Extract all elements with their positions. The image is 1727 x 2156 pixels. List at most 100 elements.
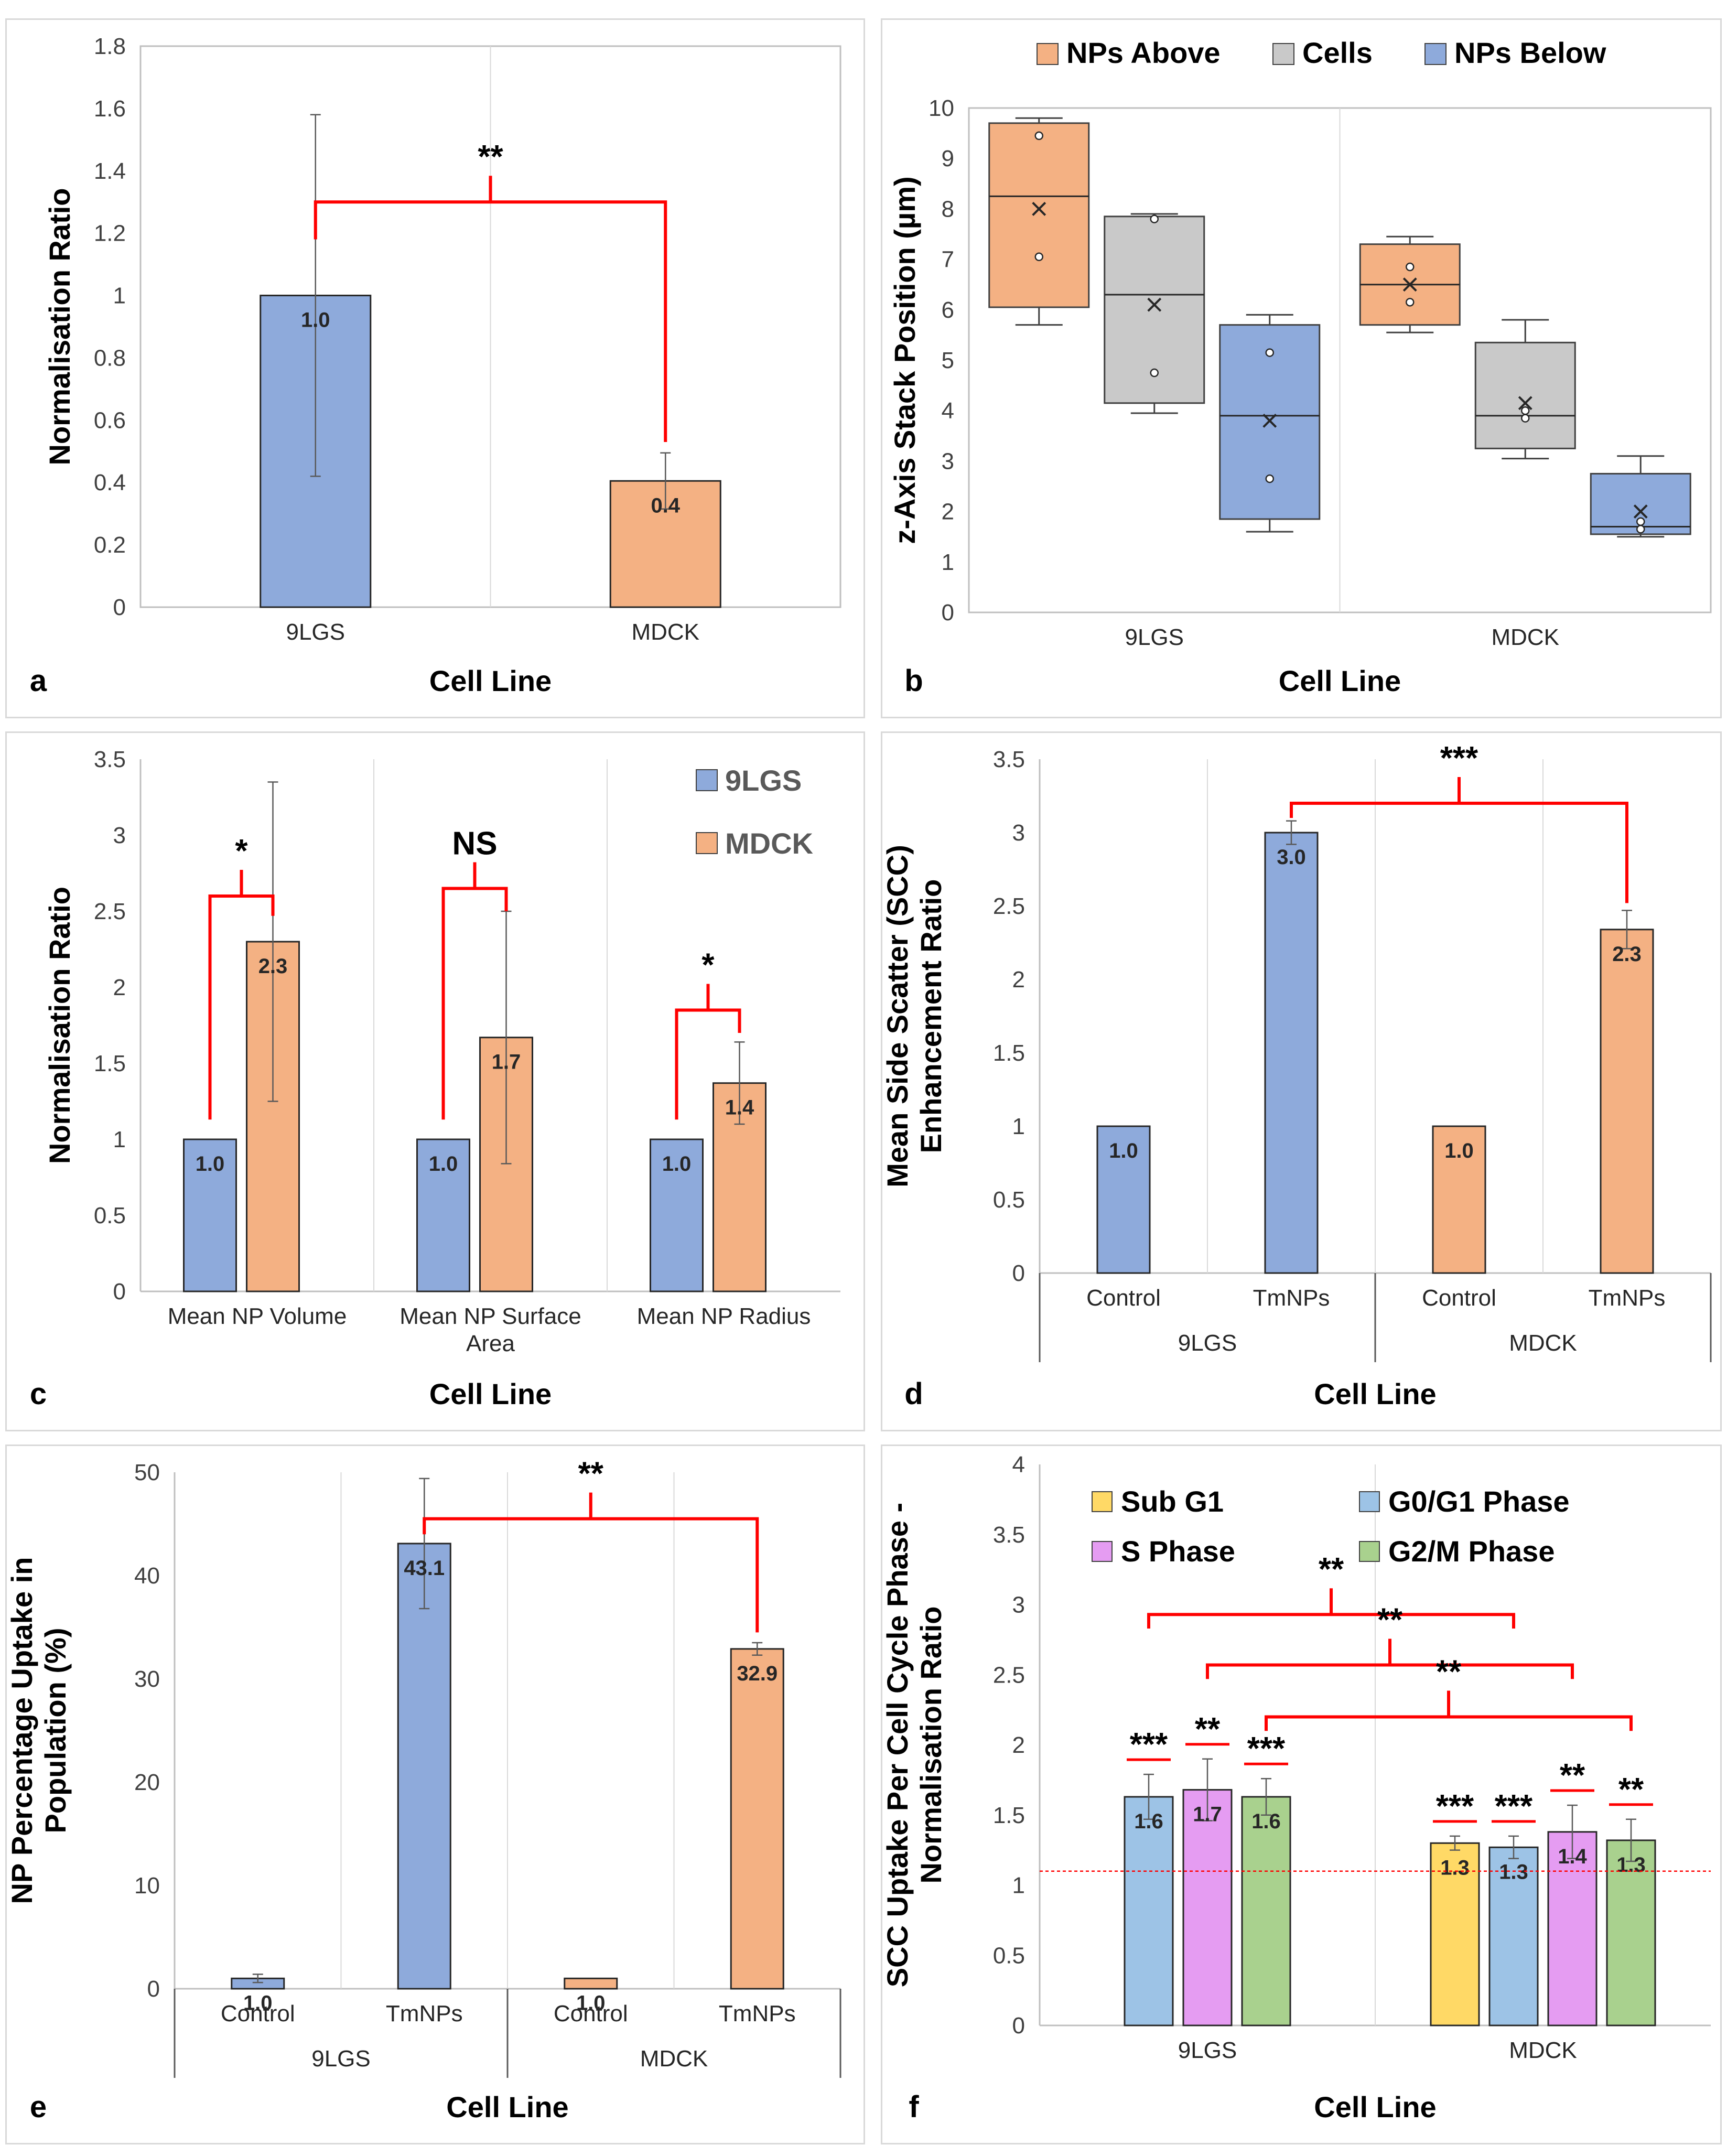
data-point [1636,517,1645,526]
significance-marker: ** [1560,1758,1585,1794]
y-tick-label: 1.4 [94,158,126,184]
panel-a: 0 0.2 0.4 0.6 0.8 1 1.2 1.4 1.6 1.8 Normalisation … [5,18,865,718]
y-axis-label: NP Percentage Uptake in [7,1557,38,1904]
data-point [1406,262,1415,272]
bar [730,1648,784,1990]
bar [416,1138,470,1292]
y-tick-label: 3.5 [993,747,1025,772]
x-axis-label: Cell Line [429,664,552,697]
mean-marker [1032,201,1046,216]
bar-value-label: 1.3 [1440,1856,1470,1879]
y-tick-label: 2 [113,975,126,1000]
box [1474,341,1576,449]
y-tick-label: 5 [942,348,954,373]
significance-marker: *** [1130,1727,1168,1763]
data-point [1265,474,1274,483]
panel-letter: f [909,2090,919,2124]
y-tick-label: 0 [147,1976,160,2002]
y-tick-label: 1 [113,283,126,309]
x-axis-label: Cell Line [1314,2090,1436,2123]
x-group-label: MDCK [640,2046,708,2072]
x-category-label: 9LGS [286,619,345,645]
x-axis-label: Cell Line [1279,664,1401,697]
y-tick-label: 1.8 [94,34,126,59]
bar-value-label: 1.0 [1109,1139,1138,1162]
bar-value-label: 3.0 [1277,846,1306,869]
bar-value-label: 32.9 [737,1662,778,1685]
x-category-label: Control [221,2001,295,2026]
y-tick-label: 0.4 [94,470,126,495]
bar [1488,1846,1539,2026]
legend-swatch [1092,1491,1113,1512]
y-axis-label: Normalisation Ratio [914,1607,947,1884]
y-tick-label: 0.5 [993,1187,1025,1213]
bar [1600,929,1654,1274]
y-tick-label: 9 [942,146,954,171]
mean-marker [1518,396,1532,411]
panel-letter: c [30,1377,47,1411]
x-category-label: TmNPs [1589,1285,1666,1311]
bar-value-label: 1.4 [1558,1845,1587,1868]
panel-b: 0 1 2 3 4 5 6 7 8 9 10 z-Axis Stack Position (µm) Ce… [881,18,1722,718]
legend-swatch [1092,1541,1113,1562]
significance-bracket [1265,1715,1633,1731]
y-tick-label: 0.5 [993,1943,1025,1968]
y-axis-label: Enhancement Ratio [914,879,947,1154]
x-category-label: TmNPs [719,2001,796,2026]
bar-value-label: 1.6 [1251,1810,1281,1833]
y-tick-label: 1 [1012,1114,1025,1139]
bar-value-label: 1.0 [1444,1139,1474,1162]
y-tick-label: 0 [942,600,954,626]
x-category-label: TmNPs [1253,1285,1330,1311]
bar-value-label: 1.0 [576,1991,606,2014]
bar [1547,1831,1598,2026]
legend-swatch [1359,1541,1380,1562]
bar [1241,1796,1291,2026]
x-group-label: 9LGS [1178,1330,1237,1356]
y-tick-label: 2.5 [993,893,1025,919]
y-tick-label: 1.5 [94,1051,126,1076]
significance-label: * [235,833,248,869]
chart-a: 0 0.2 0.4 0.6 0.8 1 1.2 1.4 1.6 1.8 Normalisation … [30,34,841,698]
legend-swatch [1359,1491,1380,1512]
chart-e: 0 10 20 30 40 50 NP Percentage Uptake in Popula… [7,1456,841,2124]
y-tick-label: 20 [134,1770,160,1795]
panel-d: 0 0.5 1 1.5 2 2.5 3 3.5 Mean Side Scatter (SCC) E… [881,731,1722,1431]
bar-value-label: 1.0 [429,1152,458,1176]
data-point [1150,214,1159,223]
x-category-label: Control [1422,1285,1496,1311]
y-tick-label: 6 [942,297,954,323]
bar-value-label: 1.4 [725,1096,754,1119]
x-category-label: MDCK [1491,624,1559,650]
data-point [1034,252,1043,262]
significance-marker: *** [1247,1731,1286,1767]
y-tick-label: 1.5 [993,1803,1025,1828]
bar-value-label: 1.3 [1499,1860,1528,1883]
y-tick-label: 2.5 [94,899,126,924]
x-category-label: 9LGS [1178,2038,1237,2063]
bar [564,1977,618,1990]
legend-swatch [1424,43,1447,65]
significance-label: ** [1377,1602,1403,1638]
x-category-label: 9LGS [1125,624,1184,650]
data-point [1521,406,1530,415]
y-tick-label: 1 [1012,1873,1025,1899]
y-tick-label: 0.2 [94,532,126,558]
bar [1096,1125,1151,1274]
panel-letter: e [30,2090,47,2124]
bar [183,1138,237,1292]
x-category-label: Area [466,1331,515,1356]
bar [397,1543,451,1990]
panel-c: 0 0.5 1 1.5 2 2.5 3 3.5 Normalisation Ratio Cell … [5,731,865,1431]
legend-swatch [1272,43,1294,65]
y-axis-label: Mean Side Scatter (SCC) [882,845,914,1188]
x-category-label: MDCK [1509,2038,1577,2063]
legend-label: Sub G1 [1121,1485,1224,1518]
bar [1430,1842,1480,2026]
data-point [1150,368,1159,378]
significance-bracket [1206,1663,1574,1679]
legend-label: S Phase [1121,1535,1235,1568]
y-axis-label: Normalisation Ratio [43,887,76,1164]
panel-f: 0 0.5 1 1.5 2 2.5 3 3.5 4 SCC Uptake Per Cell Cyc… [881,1444,1722,2144]
